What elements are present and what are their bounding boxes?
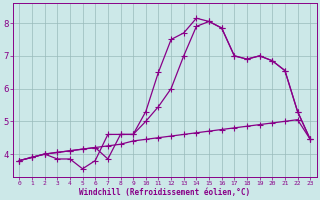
X-axis label: Windchill (Refroidissement éolien,°C): Windchill (Refroidissement éolien,°C) xyxy=(79,188,250,197)
